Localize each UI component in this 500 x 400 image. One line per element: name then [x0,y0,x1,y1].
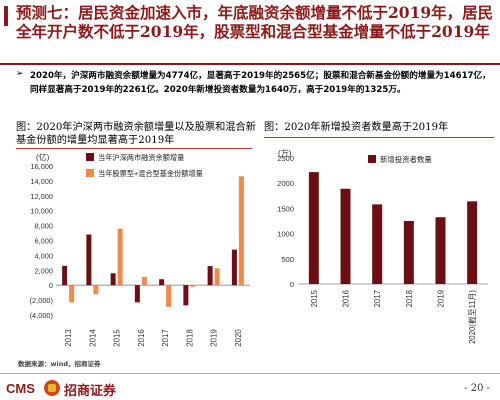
left-x-tick-label: 2013 [64,329,73,346]
left-bar-financing-2020 [231,249,237,286]
left-bar-fund-2016 [141,277,147,286]
left-bar-financing-2016 [134,285,140,303]
bullet-text: 2020年，沪深两市融资余额增量为4774亿，显著高于2019年的2565亿；股… [30,71,491,95]
right-bar-3 [403,221,414,284]
right-x-tick-label: 2018 [405,290,414,307]
right-x-tick-label: 2015 [310,289,319,307]
left-y-tick-label: 4,000 [35,251,54,260]
left-y-tick-label: 2,000 [35,266,54,275]
left-y-tick-label: 10,000 [30,207,53,216]
right-bar-chart: (万)2500 2000 1500 1000 500 0 2015 2016 2017 2018 2… [277,149,488,344]
left-bar-fund-2013 [69,285,75,303]
left-bar-fund-2019 [214,268,220,286]
left-x-tick-label: 2016 [137,329,146,346]
right-y-tick-label: 2000 [277,179,294,188]
left-bar-financing-2019 [207,266,213,286]
right-y-tick-label: 2500 [277,154,294,163]
left-legend-swatch [86,169,94,177]
right-legend-swatch [368,155,376,163]
right-figure-title: 图：2020年新增投资者数量高于2019年 [264,122,449,133]
left-x-tick-label: 2018 [185,329,194,346]
left-x-tick-label: 2019 [210,329,219,346]
left-bar-fund-2020 [238,176,244,286]
left-bar-financing-2014 [86,234,92,286]
left-y-tick-label: 14,000 [30,177,53,186]
left-legend-label: 当年股票型+混合型基金份额增量 [98,169,203,178]
right-bar-4 [435,217,446,284]
left-bar-fund-2014 [93,285,99,295]
right-x-tick-label: 2020(截至11月) [467,290,477,344]
left-x-tick-label: 2017 [161,329,170,346]
page-number: - 20 - [464,383,490,394]
logo-mark-icon [44,380,60,396]
left-legend-swatch [86,153,94,161]
right-bar-2 [372,204,383,284]
left-bar-financing-2015 [110,273,116,286]
right-x-tick-label: 2016 [342,290,351,307]
left-x-tick-label: 2014 [88,329,97,347]
left-figure-title: 图：2020年沪深两市融资余额增量以及股票和混合新基金份额的增量均显著高于201… [16,122,256,146]
footer-divider [0,373,500,374]
left-figure-rule [16,148,252,149]
left-bar-fund-2017 [166,285,172,307]
cms-logo: CMS 招商证券 [6,379,136,399]
left-y-tick-label: 6,000 [35,237,54,246]
left-bar-fund-2015 [117,228,123,286]
left-bar-financing-2018 [183,285,189,306]
left-bar-financing-2017 [159,279,165,286]
right-bar-5 [467,201,478,284]
left-bar-chart: (亿)16,000 14,000 12,000 10,000 8,000 6,000 4,0… [30,152,250,347]
right-y-tick-label: 500 [281,255,294,264]
right-unit-label: (万) [278,149,292,158]
left-y-tick-label: 0 [49,281,53,290]
right-x-tick-label: 2019 [437,290,446,307]
left-legend-label: 当年沪深两市融资余额增量 [98,153,184,162]
right-bar-1 [340,188,351,284]
right-bar-0 [308,172,319,284]
right-y-tick-label: 1000 [277,230,294,239]
left-x-tick-label: 2020 [234,329,243,347]
logo-cms-text: CMS [6,381,35,396]
right-x-tick-label: 2017 [373,290,382,307]
left-x-tick-label: 2015 [113,329,122,347]
right-legend-label: 新增投资者数量 [380,155,432,164]
arrow-bullet-icon: ➢ [16,69,24,79]
right-figure-rule [264,137,494,138]
left-bar-financing-2013 [62,265,68,286]
left-bar-fund-2018 [190,285,196,287]
left-y-tick-label: 8,000 [35,222,54,231]
left-y-tick-label: 12,000 [30,192,53,201]
left-unit-label: (亿) [36,152,50,162]
right-y-tick-label: 0 [290,280,294,289]
title-accent-bar [4,6,8,26]
logo-company-name: 招商证券 [64,384,117,399]
title-bar: 预测七：居民资金加速入市，年底融资余额增量不低于2019年，居民全年开户数不低于… [0,0,500,62]
right-y-tick-label: 1500 [277,204,294,213]
left-y-tick-label: 16,000 [30,162,53,171]
left-y-tick-label: (2,000) [30,296,53,305]
slide-title: 预测七：居民资金加速入市，年底融资余额增量不低于2019年，居民全年开户数不低于… [16,3,494,41]
data-source-note: 数据来源：wind，招商证券 [18,360,101,368]
title-divider [0,63,500,65]
left-y-tick-label: (4,000) [30,311,53,320]
